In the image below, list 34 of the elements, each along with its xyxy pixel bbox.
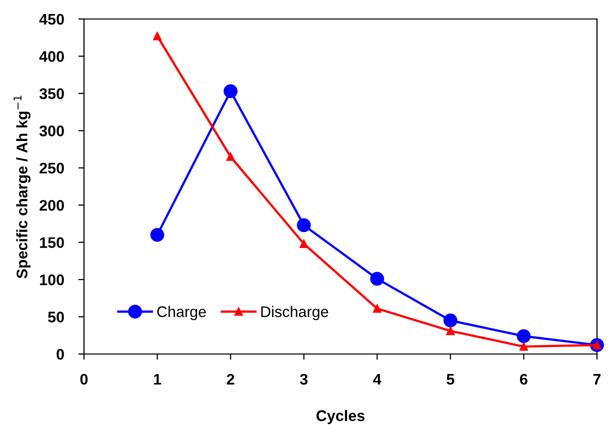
x-tick-label: 6	[520, 374, 528, 385]
point	[150, 228, 164, 242]
legend-label: Discharge	[261, 306, 328, 320]
point	[224, 84, 238, 98]
y-tick-label: 250	[40, 162, 64, 174]
point	[153, 32, 162, 40]
x-tick-label: 4	[373, 374, 382, 385]
y-tick-label: 150	[40, 237, 64, 248]
y-tick-label: 200	[40, 200, 64, 211]
x-tick-label: 7	[593, 374, 601, 385]
x-tick-label: 5	[446, 374, 454, 385]
point	[443, 314, 458, 328]
point	[370, 272, 384, 286]
y-axis-title: Specific charge / Ah kg$^{−1}$	[14, 96, 31, 278]
y-tick-label: 0	[56, 348, 64, 360]
point	[226, 152, 235, 161]
x-tick-label: 0	[80, 374, 88, 385]
point	[516, 329, 531, 344]
y-tick-label: 50	[48, 312, 64, 322]
x-tick-label: 3	[300, 374, 308, 385]
point	[520, 342, 528, 351]
y-tick-label: 450	[39, 14, 64, 25]
point	[300, 240, 308, 248]
point	[372, 304, 382, 313]
y-tick-label: 300	[39, 126, 64, 136]
y-tick-label: 350	[39, 88, 64, 100]
x-tick-label: 1	[154, 374, 162, 385]
x-axis-title: Cycles	[316, 410, 365, 424]
legend-label: Charge	[157, 306, 206, 320]
point	[446, 326, 455, 336]
y-tick-label: 400	[39, 51, 64, 62]
y-tick-label: 100	[40, 274, 64, 286]
point	[296, 218, 311, 232]
x-tick-label: 2	[226, 374, 234, 385]
